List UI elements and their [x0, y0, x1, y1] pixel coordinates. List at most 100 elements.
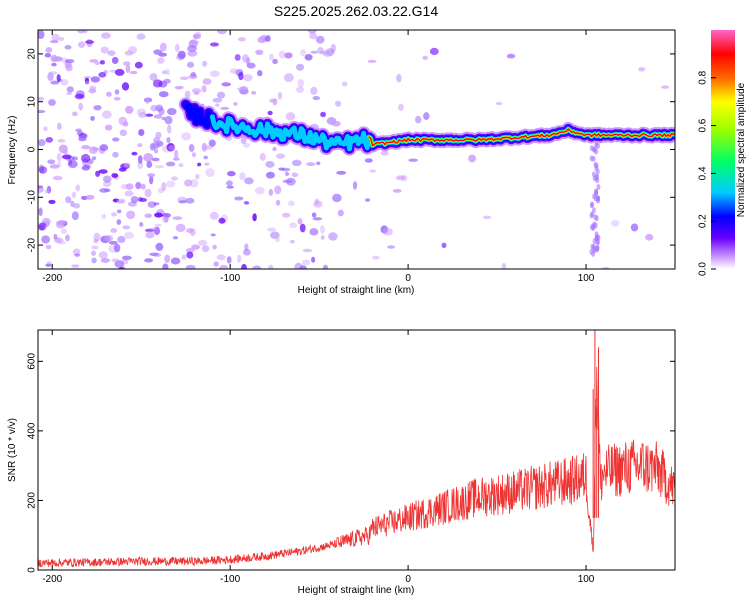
- noise-blob: [56, 237, 61, 243]
- noise-blob: [46, 185, 52, 194]
- noise-blob: [242, 74, 253, 82]
- noise-blob: [89, 59, 99, 63]
- noise-blob: [316, 161, 321, 165]
- noise-blob: [111, 212, 118, 217]
- noise-blob: [259, 152, 266, 161]
- noise-blob: [73, 202, 80, 209]
- noise-blob: [93, 232, 101, 242]
- noise-blob: [275, 199, 281, 206]
- noise-blob: [99, 144, 109, 152]
- noise-blob: [170, 257, 181, 265]
- noise-blob: [630, 223, 639, 232]
- noise-blob: [114, 68, 125, 76]
- noise-blob: [131, 151, 138, 156]
- noise-blob: [299, 265, 307, 269]
- noise-blob: [188, 143, 195, 152]
- noise-blob: [60, 79, 69, 86]
- noise-blob: [113, 243, 121, 253]
- noise-blob: [285, 112, 296, 121]
- noise-blob: [423, 112, 430, 120]
- noise-blob: [144, 188, 152, 198]
- noise-blob: [267, 227, 277, 232]
- noise-blob: [122, 225, 131, 230]
- noise-blob: [81, 165, 91, 171]
- ridge-band: [368, 128, 675, 147]
- noise-blob: [165, 161, 176, 167]
- noise-blob: [78, 102, 83, 111]
- noise-blob: [123, 162, 131, 168]
- snr-panel: -200 -100 0 100 0 200 400 600 Height of straig…: [7, 329, 676, 596]
- noise-blob: [312, 96, 321, 101]
- noise-blob: [124, 190, 134, 197]
- x-tick-label: 100: [578, 273, 595, 284]
- noise-blob: [311, 212, 317, 218]
- noise-blob: [166, 136, 171, 144]
- noise-blob: [243, 201, 250, 205]
- noise-blob: [172, 236, 179, 240]
- noise-blob: [104, 124, 113, 131]
- noise-blob: [121, 82, 130, 91]
- noise-blob: [125, 210, 136, 220]
- noise-blob: [251, 90, 257, 95]
- noise-blob: [91, 250, 96, 256]
- noise-blob: [408, 158, 418, 162]
- noise-blob: [201, 142, 207, 152]
- noise-blob: [158, 107, 165, 116]
- spike-blob: [595, 238, 600, 245]
- noise-blob: [149, 142, 156, 151]
- noise-blob: [101, 110, 112, 119]
- noise-blob: [116, 198, 126, 203]
- spike-blob: [595, 245, 600, 252]
- noise-blob: [154, 144, 161, 149]
- colorbar-tick-label: 0.6: [698, 118, 709, 132]
- noise-blob: [51, 62, 57, 67]
- snr-frame: [37, 329, 676, 571]
- noise-blob: [38, 96, 45, 101]
- noise-blob: [236, 87, 247, 91]
- spike-blob: [594, 148, 599, 155]
- noise-blob: [125, 64, 131, 73]
- noise-blob: [226, 170, 236, 177]
- noise-blob: [50, 80, 60, 85]
- noise-blob: [216, 254, 226, 261]
- noise-blob: [153, 148, 159, 154]
- noise-blob: [301, 259, 311, 266]
- noise-blob: [191, 244, 201, 250]
- noise-blob: [153, 202, 160, 206]
- noise-blob: [157, 187, 165, 194]
- noise-blob: [149, 73, 158, 82]
- noise-blob: [77, 30, 85, 34]
- noise-blob: [151, 157, 160, 162]
- spectrogram-heatmap: [38, 30, 675, 269]
- noise-blob: [166, 180, 176, 188]
- noise-blob: [72, 111, 78, 117]
- noise-blob: [185, 248, 195, 253]
- noise-blob: [289, 222, 297, 229]
- noise-blob: [93, 104, 102, 111]
- noise-blob: [233, 101, 238, 107]
- noise-blob: [267, 110, 273, 116]
- noise-blob: [48, 199, 56, 204]
- noise-blob: [208, 139, 216, 147]
- y-tick-label: 10: [27, 96, 38, 108]
- noise-blob: [243, 142, 251, 148]
- noise-blob: [164, 115, 173, 125]
- noise-blob: [161, 116, 166, 120]
- noise-blob: [85, 194, 95, 200]
- noise-blob: [185, 264, 196, 269]
- noise-blob: [221, 82, 232, 87]
- spike-blob: [591, 243, 596, 250]
- noise-blob: [45, 244, 52, 250]
- noise-blob: [296, 63, 305, 71]
- noise-blob: [146, 160, 153, 169]
- noise-blob: [195, 173, 200, 180]
- noise-blob: [187, 45, 197, 53]
- noise-blob: [181, 254, 187, 260]
- x-tick-label: -100: [220, 273, 240, 284]
- noise-blob: [51, 33, 60, 42]
- noise-blob: [102, 175, 112, 183]
- noise-blob: [155, 242, 164, 251]
- noise-blob: [72, 248, 81, 256]
- noise-blob: [234, 54, 241, 61]
